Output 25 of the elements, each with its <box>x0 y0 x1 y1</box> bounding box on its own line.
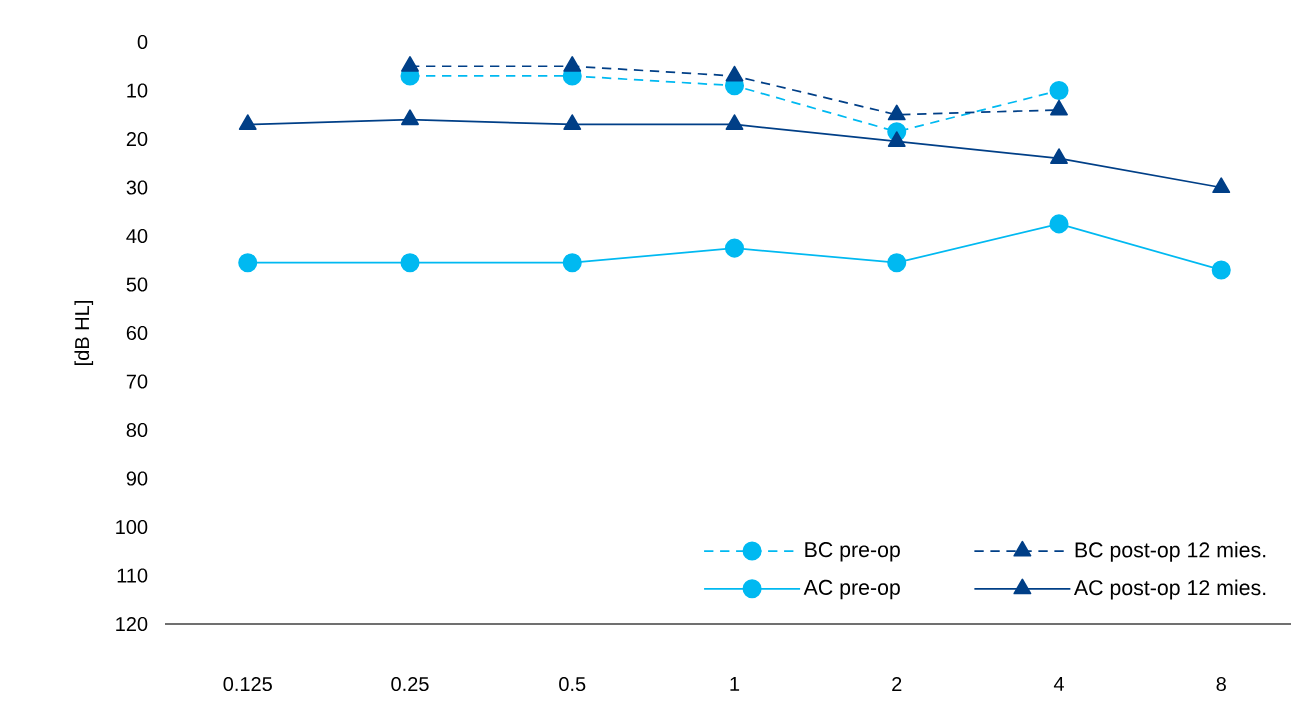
y-tick-label: 120 <box>116 616 148 632</box>
y-tick-label: 100 <box>116 519 148 535</box>
y-tick-label: 110 <box>117 568 148 583</box>
y-tick-label: 80 <box>126 422 148 438</box>
legend-label: BC post-op 12 mies. <box>1075 541 1266 562</box>
y-tick-label: 50 <box>126 277 148 292</box>
x-tick-label: 1 <box>730 676 740 691</box>
x-tick-label: 0.25 <box>391 676 429 692</box>
y-tick-label: 0 <box>137 34 148 50</box>
y-axis-title: [dB HL] <box>74 301 94 365</box>
x-tick-label: 4 <box>1053 676 1064 691</box>
x-tick-label: 8 <box>1216 676 1226 692</box>
y-tick-label: 60 <box>126 325 148 341</box>
y-tick-label: 30 <box>126 180 148 195</box>
y-tick-label: 20 <box>126 131 148 147</box>
legend-label: BC pre-op <box>805 542 900 562</box>
x-tick-label: 0.125 <box>223 676 272 692</box>
y-tick-label: 40 <box>126 228 148 244</box>
x-tick-label: 2 <box>892 676 902 691</box>
legend-label: AC pre-op <box>803 579 900 600</box>
y-tick-label: 70 <box>126 374 148 389</box>
y-tick-label: 90 <box>126 471 148 486</box>
y-tick-label: 10 <box>127 83 148 98</box>
x-tick-label: 0.5 <box>559 676 586 692</box>
legend-label: AC post-op 12 mies. <box>1073 579 1266 600</box>
